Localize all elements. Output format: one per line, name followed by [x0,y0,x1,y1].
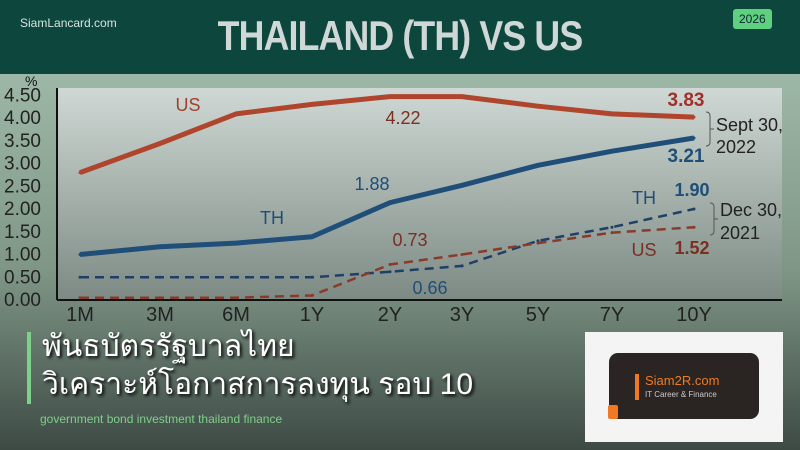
data-point [234,241,238,245]
header-banner: SiamLancard.com THAILAND (TH) VS US 2026 [0,0,800,74]
data-label: 0.66 [412,278,447,298]
period-label-2022: Sept 30, [716,115,783,135]
data-point [78,171,82,175]
data-point [460,183,464,187]
data-point [310,275,314,279]
x-tick-label: 1Y [300,304,324,326]
y-tick-label: 1.50 [4,222,41,243]
logo-tagline: IT Career & Finance [645,390,717,399]
site-name: SiamLancard.com [20,16,117,30]
logo-card: Siam2R.com IT Career & Finance [585,332,783,442]
data-label: 1.90 [674,180,709,200]
siam2r-logo: Siam2R.com IT Career & Finance [608,353,759,419]
data-point [610,112,614,116]
data-point [310,293,314,297]
data-point [158,275,162,279]
data-label: US [631,240,656,260]
data-point [536,163,540,167]
x-tick-label: 3M [146,304,174,326]
y-tick-label: 3.50 [4,131,41,152]
x-tick-label: 7Y [600,304,624,326]
x-tick-label: 3Y [450,304,474,326]
y-tick-label: 2.00 [4,199,41,220]
data-label: 3.21 [668,146,705,167]
data-point [158,245,162,249]
bracket-2022 [705,111,714,147]
data-point [610,231,614,235]
data-point [78,253,82,256]
x-tick-label: 2Y [378,304,402,326]
accent-bar [27,332,31,404]
y-tick-label: 0.50 [4,267,41,288]
thai-headline-1: พันธบัตรรัฐบาลไทย [42,330,295,363]
data-label: 0.73 [392,230,427,250]
data-point [158,141,162,145]
data-label: US [175,95,200,115]
data-label: 1.88 [354,174,389,194]
subtitle: government bond investment thailand fina… [40,412,283,426]
data-point [78,275,82,279]
y-tick-label: 1.00 [4,245,41,266]
data-label: 4.22 [385,108,420,128]
year-badge: 2026 [733,9,772,29]
period-label-2021: 2021 [720,223,760,243]
data-point [692,136,696,140]
data-point [234,296,238,300]
data-label: TH [260,208,284,228]
x-tick-label: 5Y [526,304,550,326]
data-point [158,296,162,300]
data-point [234,112,238,116]
data-point [460,264,464,268]
period-label-2021: Dec 30, [720,200,782,220]
data-point [692,207,696,211]
thai-headline-2: วิเคราะห์โอกาสการลงทุน รอบ 10 [42,368,474,401]
data-point [692,225,696,229]
data-point [536,241,540,245]
logo-name: Siam2R.com [645,373,720,388]
data-point [388,95,392,99]
data-point [310,102,314,106]
data-label: 3.83 [668,90,705,111]
data-point [388,270,392,274]
data-point [310,235,314,239]
y-tick-label: 4.50 [4,85,41,106]
y-tick-label: 4.00 [4,108,41,129]
x-tick-label: 10Y [676,304,712,326]
data-point [610,149,614,153]
x-tick-label: 1M [66,304,94,326]
chart-title: THAILAND (TH) VS US [217,12,583,59]
data-point [388,263,392,267]
data-point [460,95,464,99]
data-point [692,115,696,119]
y-tick-label: 3.00 [4,154,41,175]
data-point [234,275,238,279]
data-point [388,201,392,205]
data-point [610,225,614,229]
series-line-th-2021 [80,207,695,279]
data-point [460,253,464,256]
data-label: 1.52 [674,238,709,258]
y-tick-label: 2.50 [4,176,41,197]
y-tick-label: 0.00 [4,290,41,311]
period-label-2022: 2022 [716,137,756,157]
data-point [536,239,540,243]
y-axis-label: % [25,73,37,89]
data-point [536,104,540,108]
data-point [78,296,82,300]
x-tick-label: 6M [222,304,250,326]
bracket-2021 [709,202,718,236]
data-label: TH [632,188,656,208]
